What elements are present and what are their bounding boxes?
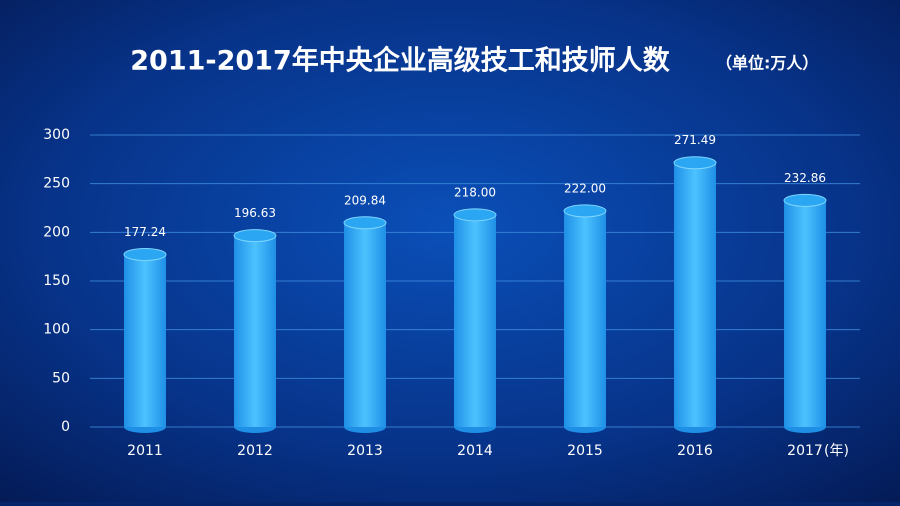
bar-cap xyxy=(673,156,717,170)
y-tick-label: 250 xyxy=(43,176,70,192)
y-tick-label: 0 xyxy=(61,419,70,435)
bar xyxy=(234,235,276,427)
data-label: 218.00 xyxy=(454,185,496,199)
bar-cap xyxy=(343,216,387,230)
bar xyxy=(344,222,386,427)
bar xyxy=(454,214,496,427)
bar xyxy=(674,162,716,427)
bar xyxy=(564,210,606,427)
bar xyxy=(784,200,826,427)
y-tick-label: 150 xyxy=(43,273,70,289)
data-label: 209.84 xyxy=(344,193,386,207)
chart-subtitle: （单位:万人） xyxy=(716,54,818,73)
data-label: 177.24 xyxy=(124,225,166,239)
chart-title: 2011-2017年中央企业高级技工和技师人数 xyxy=(130,45,670,77)
y-tick-label: 300 xyxy=(43,127,70,143)
bar-cap xyxy=(453,208,497,222)
bar-cap xyxy=(233,229,277,243)
x-tick-label: 2014 xyxy=(457,443,493,459)
x-tick-label: 2011 xyxy=(127,443,163,459)
x-tick-label: 2015 xyxy=(567,443,603,459)
x-axis-unit: (年) xyxy=(824,443,849,459)
y-tick-label: 100 xyxy=(43,322,70,338)
x-tick-label: 2013 xyxy=(347,443,383,459)
bar xyxy=(124,254,166,427)
y-tick-label: 200 xyxy=(43,224,70,240)
data-label: 271.49 xyxy=(674,133,716,147)
bar-cap xyxy=(563,204,607,218)
x-tick-label: 2017 xyxy=(787,443,823,459)
x-tick-label: 2012 xyxy=(237,443,273,459)
data-label: 196.63 xyxy=(234,206,276,220)
x-tick-label: 2016 xyxy=(677,443,713,459)
bar-cap xyxy=(783,193,827,207)
data-label: 222.00 xyxy=(564,181,606,195)
data-label: 232.86 xyxy=(784,171,826,185)
bar-cap xyxy=(123,247,167,261)
y-tick-label: 50 xyxy=(52,370,70,386)
